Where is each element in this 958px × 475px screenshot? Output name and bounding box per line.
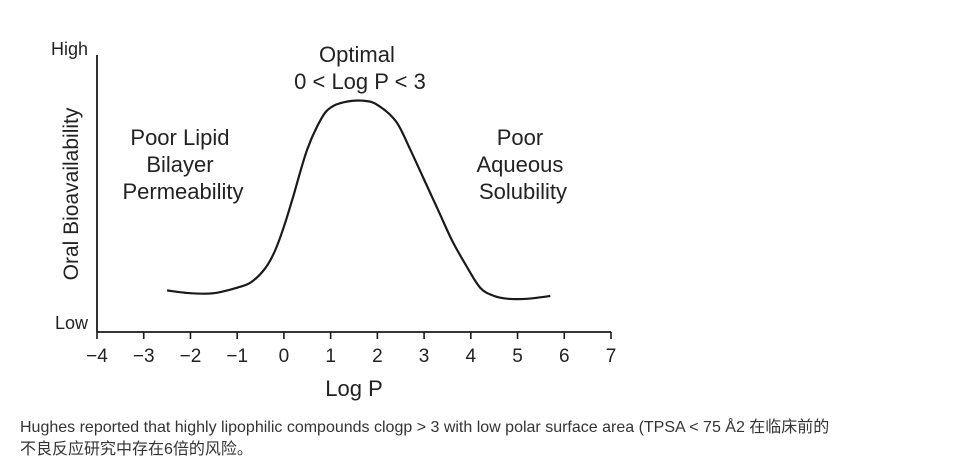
caption-line-2: 不良反应研究中存在6倍的风险。 — [20, 441, 253, 458]
x-axis-label: Log P — [325, 376, 383, 401]
y-axis-label: Oral Bioavailability — [60, 107, 83, 280]
caption: Hughes reported that highly lipophilic c… — [20, 417, 920, 461]
bioavailability-curve — [166, 99, 551, 301]
x-tick-label: 5 — [512, 346, 523, 367]
y-tick-low: Low — [55, 313, 89, 333]
annotation-permeability-line-1: Poor Lipid — [130, 125, 229, 150]
x-tick-label: −3 — [133, 346, 155, 367]
caption-line-1: Hughes reported that highly lipophilic c… — [20, 419, 830, 436]
x-tick-label: 3 — [419, 346, 430, 367]
annotation-solubility-line-1: Poor — [497, 125, 543, 150]
bioavailability-chart: −4 −3 −2 −1 0 1 2 3 4 5 6 7 High Low Oral Bioavaila… — [51, 39, 616, 401]
x-tick-label: 0 — [279, 346, 290, 367]
x-tick-labels: −4 −3 −2 −1 0 1 2 3 4 5 6 7 — [86, 346, 616, 367]
y-tick-high: High — [51, 39, 88, 59]
annotation-solubility-line-3: Solubility — [479, 179, 567, 204]
x-tick-label: 1 — [325, 346, 336, 367]
annotation-permeability-line-2: Bilayer — [146, 152, 213, 177]
x-tick-label: −4 — [86, 346, 108, 367]
x-tick-label: −2 — [180, 346, 202, 367]
annotation-optimal-line-1: Optimal — [319, 42, 395, 67]
annotation-optimal: Optimal 0 < Log P < 3 — [294, 42, 426, 94]
x-ticks — [96, 332, 612, 339]
x-tick-label: 4 — [466, 346, 477, 367]
annotation-permeability-line-3: Permeability — [122, 179, 243, 204]
annotation-poor-solubility: Poor Aqueous Solubility — [477, 125, 570, 204]
x-tick-label: −1 — [226, 346, 248, 367]
x-tick-label: 6 — [559, 346, 570, 367]
annotation-poor-permeability: Poor Lipid Bilayer Permeability — [122, 125, 243, 204]
annotation-solubility-line-2: Aqueous — [477, 152, 564, 177]
annotation-optimal-line-2: 0 < Log P < 3 — [294, 69, 426, 94]
x-tick-label: 7 — [606, 346, 617, 367]
x-tick-label: 2 — [372, 346, 383, 367]
